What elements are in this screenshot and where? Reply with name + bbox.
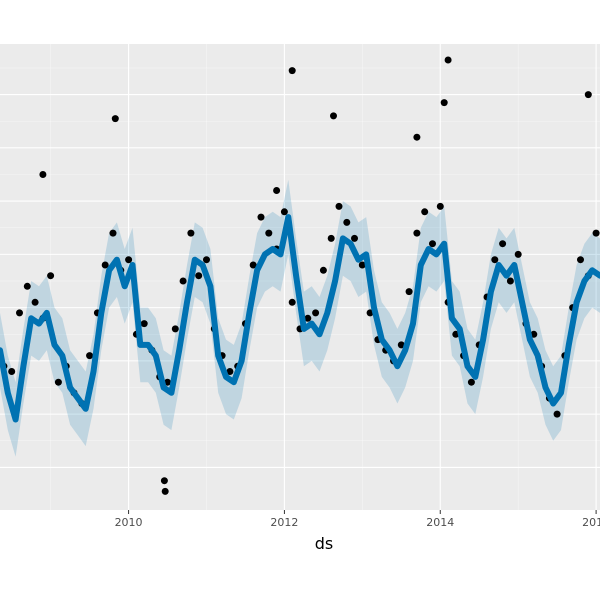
x-axis-ticks: 2010 2012 2014 2016 — [115, 510, 600, 529]
data-point — [304, 314, 312, 322]
x-tick-label: 2016 — [582, 516, 600, 529]
data-point — [405, 288, 413, 296]
data-point — [514, 250, 522, 258]
data-point — [203, 256, 210, 264]
data-point — [86, 352, 94, 360]
data-point — [161, 487, 169, 495]
data-point — [249, 261, 257, 269]
data-point — [592, 229, 600, 237]
data-point — [499, 240, 507, 248]
data-point — [330, 112, 337, 120]
data-point — [584, 91, 592, 99]
data-point — [31, 298, 39, 306]
data-point — [109, 229, 117, 237]
data-point — [397, 341, 405, 349]
x-tick-label: 2010 — [115, 516, 143, 529]
data-point — [8, 368, 16, 375]
data-point — [54, 378, 62, 386]
data-point — [39, 171, 47, 178]
data-point — [16, 309, 23, 317]
data-point — [140, 320, 148, 328]
data-point — [327, 234, 335, 242]
data-point — [319, 266, 327, 274]
data-point — [553, 410, 561, 418]
data-point — [413, 229, 421, 237]
data-point — [273, 187, 281, 194]
data-point — [444, 56, 452, 64]
data-point — [436, 202, 444, 210]
data-point — [312, 309, 320, 317]
data-point — [101, 261, 109, 269]
forecast-line — [0, 214, 600, 423]
data-point — [467, 378, 475, 386]
x-tick-label: 2012 — [270, 516, 298, 529]
data-point — [351, 234, 358, 242]
data-point — [577, 256, 584, 264]
data-point — [343, 218, 351, 226]
data-point — [429, 240, 436, 248]
data-point — [23, 282, 31, 290]
data-point — [421, 208, 429, 216]
data-point — [265, 229, 273, 237]
x-axis-title: ds — [315, 534, 334, 553]
data-point — [111, 115, 119, 123]
data-point — [187, 229, 195, 237]
data-point — [280, 208, 288, 216]
data-point — [506, 277, 514, 285]
data-point — [288, 67, 296, 75]
data-point — [358, 261, 366, 269]
forecast-line-group — [0, 214, 600, 423]
data-point — [160, 477, 168, 485]
data-point — [195, 272, 203, 280]
data-point — [226, 368, 234, 375]
data-point — [171, 325, 179, 333]
data-point — [491, 256, 499, 264]
x-tick-label: 2014 — [426, 516, 454, 529]
data-point — [440, 99, 448, 107]
data-point — [413, 133, 421, 141]
data-point — [179, 277, 187, 285]
data-point — [335, 202, 343, 210]
data-point — [125, 256, 133, 264]
data-point — [288, 298, 296, 306]
plot-panel — [0, 44, 600, 510]
data-point — [257, 213, 265, 221]
data-point — [47, 272, 55, 280]
